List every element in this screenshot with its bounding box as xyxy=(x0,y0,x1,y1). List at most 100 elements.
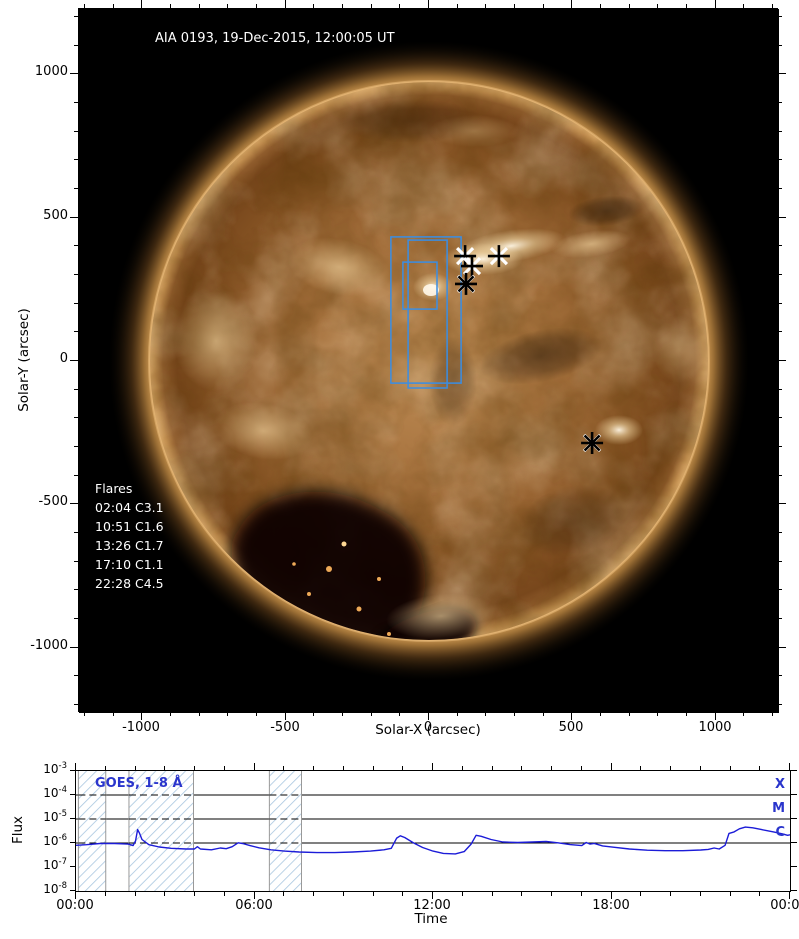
solar-y-axis-label: Solar-Y (arcsec) xyxy=(16,308,32,412)
solar-y-tick-label: -1000 xyxy=(30,638,68,653)
goes-y-tick-label: 10-8 xyxy=(43,881,67,896)
flare-marker xyxy=(487,245,510,268)
solar-x-tick xyxy=(428,0,429,8)
goes-x-tick xyxy=(789,892,790,899)
solar-x-tick xyxy=(285,712,286,720)
hatched-band-pattern xyxy=(269,771,302,891)
solar-x-tick xyxy=(428,712,429,720)
goes-x-tick xyxy=(313,892,314,896)
solar-disk-texture xyxy=(150,82,708,640)
solar-x-tick xyxy=(715,0,716,8)
flare-marker xyxy=(461,255,483,278)
solar-x-tick xyxy=(571,712,572,720)
solar-y-tick xyxy=(70,73,78,74)
coronal-hole-bright-points xyxy=(292,541,391,636)
goes-y-tick xyxy=(791,842,797,843)
flare-marker xyxy=(455,272,477,295)
goes-x-tick xyxy=(700,892,701,896)
goes-x-tick-label: 06:00 xyxy=(235,898,273,913)
solar-y-tick xyxy=(778,503,786,504)
solar-y-tick xyxy=(70,647,78,648)
goes-x-tick-label: 00:00 xyxy=(56,898,94,913)
fov-box xyxy=(390,236,462,384)
fov-box xyxy=(402,261,438,310)
flare-marker xyxy=(581,432,604,454)
goes-x-tick xyxy=(373,892,374,896)
goes-x-tick xyxy=(611,763,612,770)
solar-y-tick xyxy=(778,360,786,361)
goes-x-tick xyxy=(730,892,731,896)
solar-y-tick-label: -500 xyxy=(38,494,68,509)
sun-image xyxy=(79,9,779,713)
goes-x-tick xyxy=(135,892,136,896)
goes-x-tick xyxy=(611,892,612,899)
solar-y-tick xyxy=(778,217,786,218)
solar-x-tick-label: 1000 xyxy=(698,720,732,735)
goes-y-tick xyxy=(791,794,797,795)
goes-x-tick xyxy=(224,892,225,896)
goes-y-tick-label: 10-7 xyxy=(43,857,67,872)
flare-list-header: Flares xyxy=(95,481,133,496)
goes-x-tick xyxy=(521,892,522,896)
solar-y-tick xyxy=(778,647,786,648)
solar-limb-rim xyxy=(148,80,710,642)
goes-y-tick-label: 10-3 xyxy=(43,761,67,776)
goes-y-tick-label: 10-5 xyxy=(43,809,67,824)
hatched-band-pattern xyxy=(78,771,106,891)
goes-x-tick xyxy=(462,892,463,896)
goes-x-tick xyxy=(432,892,433,899)
goes-x-tick-label: 00:00 xyxy=(770,898,799,913)
solar-y-tick xyxy=(70,503,78,504)
solar-x-tick xyxy=(715,712,716,720)
solar-x-tick xyxy=(285,0,286,8)
goes-flux-chart xyxy=(76,771,790,891)
goes-x-tick xyxy=(670,892,671,896)
goes-x-tick xyxy=(402,892,403,896)
solar-x-tick-label: -1000 xyxy=(122,720,160,735)
goes-x-tick xyxy=(283,892,284,896)
flare-list: Flares 02:04 C3.1 10:51 C1.6 13:26 C1.7 17:1… xyxy=(95,479,164,593)
goes-y-tick xyxy=(791,818,797,819)
goes-x-tick xyxy=(164,892,165,896)
goes-x-tick xyxy=(640,892,641,896)
goes-x-tick xyxy=(581,892,582,896)
solar-x-tick xyxy=(571,0,572,8)
solar-y-tick xyxy=(70,360,78,361)
goes-x-tick xyxy=(75,892,76,899)
solar-x-tick xyxy=(141,0,142,8)
solar-x-tick-label: -500 xyxy=(270,720,300,735)
goes-y-tick xyxy=(791,890,797,891)
goes-x-axis-label: Time xyxy=(414,911,448,927)
solar-y-tick-label: 1000 xyxy=(34,64,68,79)
goes-flux-panel: GOES, 1-8 Å xyxy=(75,770,791,892)
goes-x-tick xyxy=(254,892,255,899)
flare-list-item: 02:04 C3.1 xyxy=(95,500,164,515)
goes-x-tick xyxy=(551,892,552,896)
goes-x-tick xyxy=(432,763,433,770)
solar-y-tick xyxy=(778,73,786,74)
goes-flux-curve xyxy=(76,826,790,855)
goes-x-tick xyxy=(75,763,76,770)
goes-y-tick xyxy=(791,770,797,771)
solar-image-title: AIA 0193, 19-Dec-2015, 12:00:05 UT xyxy=(155,31,395,46)
goes-x-tick xyxy=(492,892,493,896)
solar-image-panel: AIA 0193, 19-Dec-2015, 12:00:05 UT Flare… xyxy=(78,8,779,713)
solar-annotations xyxy=(390,236,604,454)
fov-box xyxy=(407,239,448,389)
goes-y-tick-label: 10-6 xyxy=(43,833,67,848)
goes-x-tick xyxy=(105,892,106,896)
goes-x-tick xyxy=(789,763,790,770)
goes-y-axis-label: Flux xyxy=(10,815,26,845)
solar-y-tick-label: 500 xyxy=(43,208,68,223)
goes-x-tick xyxy=(254,763,255,770)
flare-list-item: 10:51 C1.6 xyxy=(95,519,164,534)
flare-list-item: 22:28 C4.5 xyxy=(95,576,164,591)
goes-series-label: GOES, 1-8 Å xyxy=(95,776,183,791)
solar-x-tick xyxy=(141,712,142,720)
goes-y-tick-label: 10-4 xyxy=(43,785,67,800)
goes-x-tick xyxy=(759,892,760,896)
goes-x-tick xyxy=(343,892,344,896)
solar-x-tick-label: 500 xyxy=(558,720,584,735)
hatched-band-pattern xyxy=(128,771,194,891)
